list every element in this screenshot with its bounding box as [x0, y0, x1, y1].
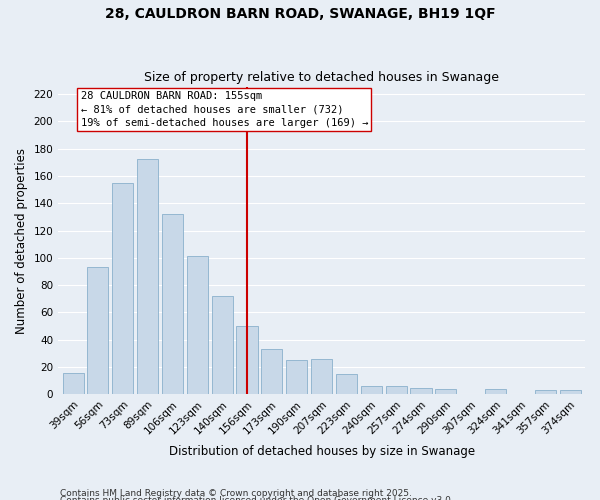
Bar	[535, 390, 556, 394]
Bar	[485, 389, 506, 394]
Bar	[311, 359, 332, 394]
Bar	[386, 386, 407, 394]
Bar	[62, 372, 83, 394]
Bar	[262, 350, 283, 395]
Bar	[187, 256, 208, 394]
Text: Contains HM Land Registry data © Crown copyright and database right 2025.: Contains HM Land Registry data © Crown c…	[60, 488, 412, 498]
X-axis label: Distribution of detached houses by size in Swanage: Distribution of detached houses by size …	[169, 444, 475, 458]
Bar	[236, 326, 257, 394]
Bar	[361, 386, 382, 394]
Bar	[560, 390, 581, 394]
Text: 28, CAULDRON BARN ROAD, SWANAGE, BH19 1QF: 28, CAULDRON BARN ROAD, SWANAGE, BH19 1Q…	[104, 8, 496, 22]
Text: Contains public sector information licensed under the Open Government Licence v3: Contains public sector information licen…	[60, 496, 454, 500]
Bar	[212, 296, 233, 394]
Bar	[435, 389, 457, 394]
Bar	[112, 182, 133, 394]
Bar	[88, 268, 109, 394]
Title: Size of property relative to detached houses in Swanage: Size of property relative to detached ho…	[144, 72, 499, 85]
Bar	[137, 160, 158, 394]
Bar	[410, 388, 431, 394]
Y-axis label: Number of detached properties: Number of detached properties	[15, 148, 28, 334]
Bar	[286, 360, 307, 394]
Text: 28 CAULDRON BARN ROAD: 155sqm
← 81% of detached houses are smaller (732)
19% of : 28 CAULDRON BARN ROAD: 155sqm ← 81% of d…	[80, 91, 368, 128]
Bar	[336, 374, 357, 394]
Bar	[162, 214, 183, 394]
